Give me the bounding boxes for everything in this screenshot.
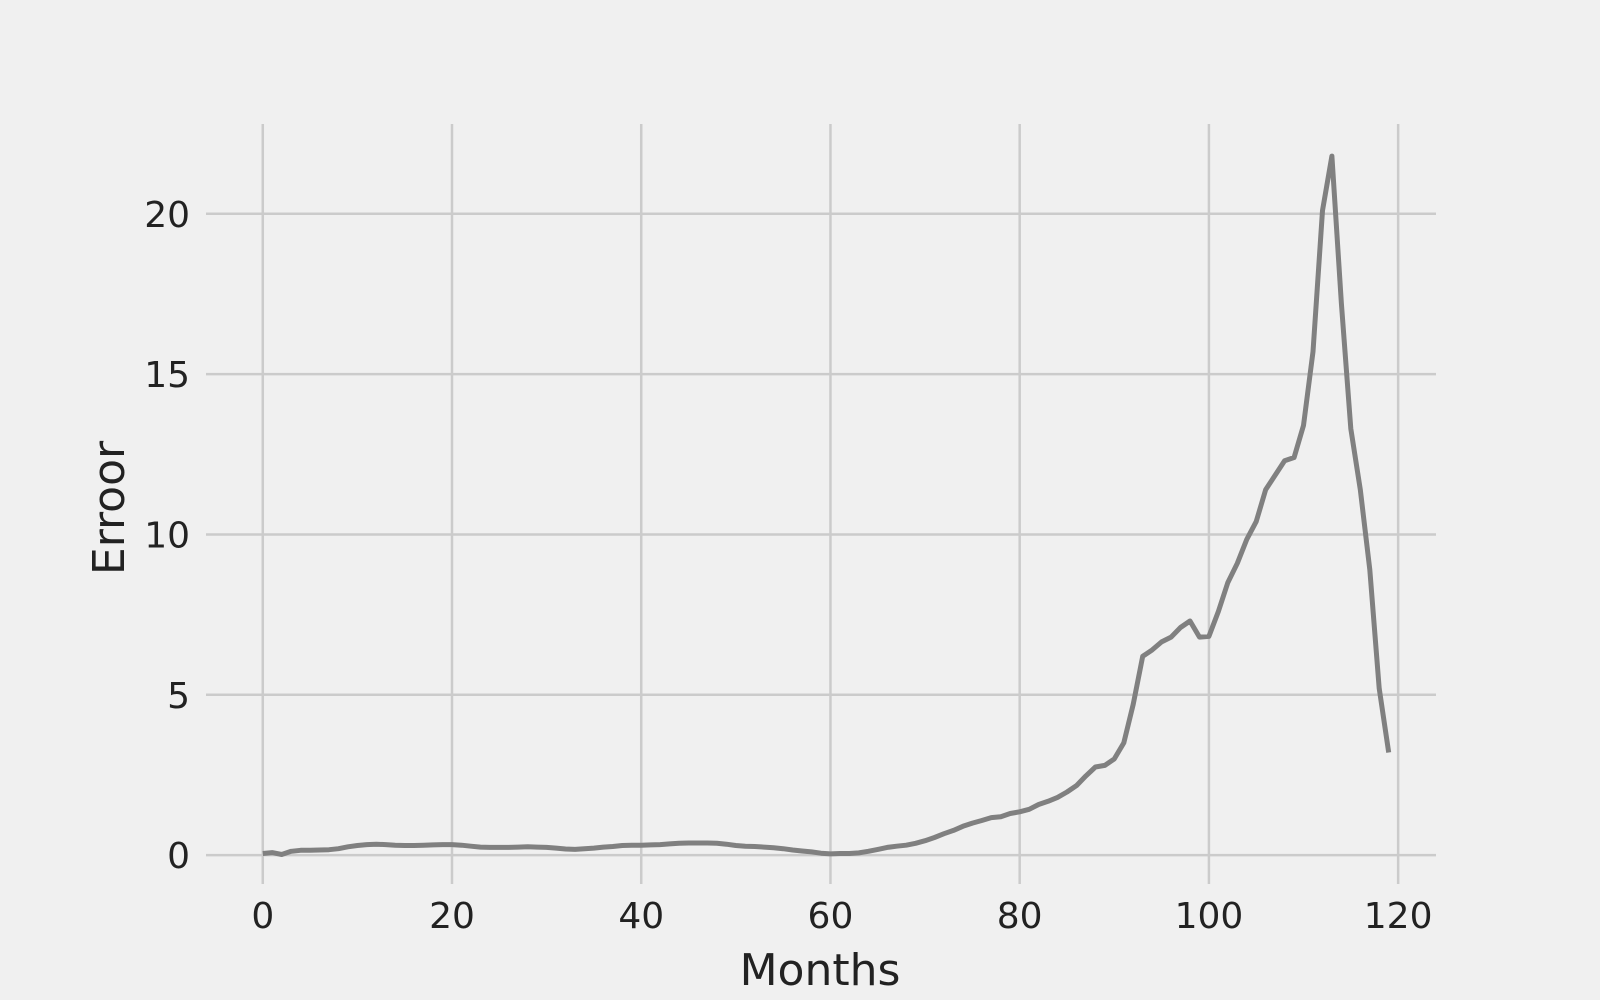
y-tick-label: 20	[144, 195, 190, 236]
y-tick-label: 10	[144, 515, 190, 556]
y-tick-label: 15	[144, 355, 190, 396]
x-tick-label: 20	[429, 896, 475, 937]
y-tick-label: 0	[167, 836, 190, 877]
grid-lines	[206, 124, 1436, 884]
series-lines	[262, 153, 1392, 857]
x-tick-label: 120	[1364, 896, 1433, 937]
y-axis-label: Erroor	[84, 440, 135, 575]
series-line	[262, 153, 1392, 857]
x-tick-label: 40	[618, 896, 664, 937]
x-tick-labels: 0 20 40 60 80 100 120	[251, 896, 1432, 937]
x-tick-label: 0	[251, 896, 274, 937]
x-tick-label: 100	[1175, 896, 1244, 937]
x-axis-label: Months	[740, 945, 901, 996]
x-tick-label: 60	[808, 896, 854, 937]
y-tick-labels: 0 5 10 15 20	[144, 195, 190, 877]
x-tick-label: 80	[997, 896, 1043, 937]
y-tick-label: 5	[167, 676, 190, 717]
